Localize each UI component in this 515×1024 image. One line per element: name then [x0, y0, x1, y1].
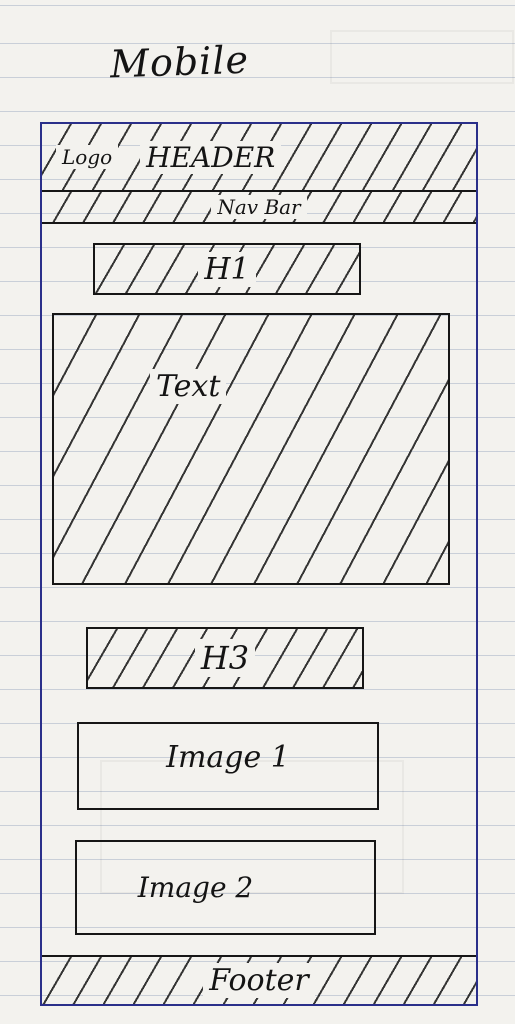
footer-label: Footer: [203, 963, 315, 998]
navbar-section: Nav Bar: [42, 192, 476, 224]
image1-placeholder: Image 1: [77, 722, 379, 810]
footer-section: Footer: [42, 955, 476, 1004]
h3-heading-box: H3: [86, 627, 364, 689]
mobile-frame: [40, 122, 478, 1006]
sketch-title: Mobile: [109, 37, 250, 87]
image2-placeholder: Image 2: [75, 840, 376, 935]
paper-show-through: [330, 30, 514, 84]
logo-label: Logo: [56, 145, 119, 169]
h3-label: H3: [194, 639, 256, 677]
navbar-label: Nav Bar: [211, 195, 307, 219]
paper-show-through: [100, 760, 404, 894]
text-label: Text: [150, 369, 227, 404]
header-section: Logo HEADER: [42, 124, 476, 192]
text-block: Text: [52, 313, 450, 585]
header-label: HEADER: [140, 140, 282, 174]
image1-label: Image 1: [166, 739, 290, 775]
h1-heading-box: H1: [93, 243, 361, 295]
image2-label: Image 2: [137, 871, 254, 904]
h1-label: H1: [198, 251, 256, 287]
